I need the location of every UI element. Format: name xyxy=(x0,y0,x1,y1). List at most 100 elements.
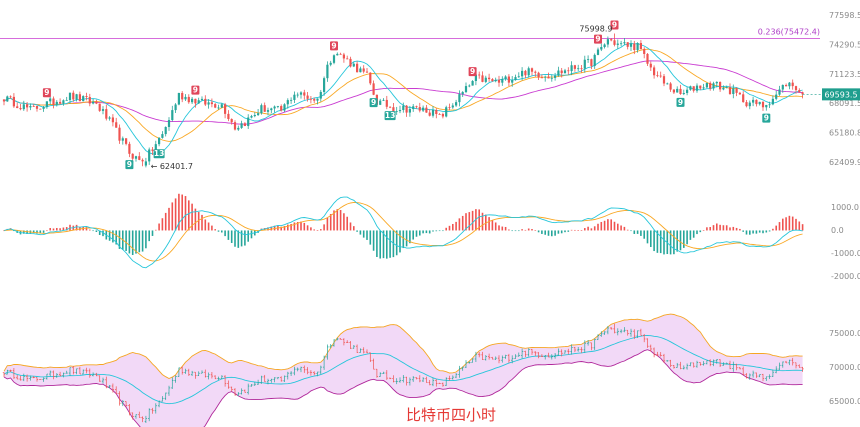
candle-body xyxy=(88,96,91,104)
candle-body xyxy=(719,81,722,90)
macd-histogram-bar xyxy=(247,230,249,242)
macd-histogram-bar xyxy=(128,230,131,254)
candle-body xyxy=(237,127,240,130)
macd-histogram-bar xyxy=(102,230,104,237)
macd-histogram-bar xyxy=(494,222,497,231)
macd-histogram-bar xyxy=(46,230,48,232)
candle-body xyxy=(293,94,296,100)
td-marker-badge xyxy=(330,41,338,51)
candle-body xyxy=(455,102,458,106)
candle-body xyxy=(72,92,75,100)
macd-histogram-bar xyxy=(158,223,160,231)
candle-body xyxy=(362,68,365,72)
candle-body xyxy=(702,87,705,89)
macd-histogram-bar xyxy=(471,210,474,231)
candle-body xyxy=(332,55,336,63)
candle-body xyxy=(610,39,613,41)
macd-histogram-bar xyxy=(547,230,550,236)
macd-histogram-bar xyxy=(521,229,523,231)
macd-histogram-bar xyxy=(250,230,253,239)
macd-histogram-bar xyxy=(511,230,513,232)
candle-body xyxy=(210,102,213,105)
macd-histogram-bar xyxy=(382,230,385,259)
macd-histogram-bar xyxy=(689,230,692,240)
macd-histogram-bar xyxy=(620,225,622,231)
candle-body xyxy=(593,54,596,66)
price-axis-tick-label: 68091.5 xyxy=(829,99,860,108)
bollinger-panel: 75000.0 70000.0 65000.0 xyxy=(2,313,860,427)
candle-body xyxy=(415,106,418,108)
candle-body xyxy=(154,144,157,151)
candle-body xyxy=(42,107,45,109)
macd-histogram-bar xyxy=(702,230,705,231)
ma-slow-line xyxy=(3,60,803,125)
candle-body xyxy=(431,109,435,116)
macd-histogram-bar xyxy=(752,230,754,234)
bollinger-mid-line xyxy=(3,335,803,405)
candle-body xyxy=(761,101,765,108)
macd-histogram-bar xyxy=(201,214,203,231)
candle-body xyxy=(484,77,487,82)
price-axis-tick-label: 74290.5 xyxy=(829,40,860,49)
candle-body xyxy=(765,104,768,108)
candle-body xyxy=(342,54,345,59)
macd-histogram-bar xyxy=(725,225,728,231)
macd-histogram-bar xyxy=(346,216,348,231)
macd-histogram-bar xyxy=(534,229,537,231)
candle-body xyxy=(346,58,349,60)
last-price-tag xyxy=(822,88,860,101)
candle-body xyxy=(567,70,570,72)
candle-body xyxy=(253,114,256,117)
candle-body xyxy=(659,75,662,77)
macd-histogram-bar xyxy=(659,230,662,254)
macd-histogram-bar xyxy=(458,218,461,231)
candle-body xyxy=(187,96,190,103)
candle-body xyxy=(26,104,29,108)
macd-histogram-bar xyxy=(402,230,405,249)
macd-histogram-bar xyxy=(531,229,533,231)
candle-body xyxy=(662,76,666,84)
candle-body xyxy=(507,76,510,83)
macd-histogram-bar xyxy=(372,230,375,251)
macd-histogram-bar xyxy=(537,230,540,233)
candle-body xyxy=(144,161,147,166)
macd-histogram-bar xyxy=(673,230,675,255)
candle-body xyxy=(438,114,441,115)
macd-histogram-bar xyxy=(590,228,593,231)
candle-body xyxy=(656,75,659,77)
macd-histogram-bar xyxy=(412,230,414,240)
candle-body xyxy=(758,101,761,105)
td-marker-label: 9 xyxy=(764,114,769,123)
candle-body xyxy=(501,79,504,83)
bollinger-lower-line xyxy=(3,349,803,427)
candle-body xyxy=(755,99,758,105)
candle-body xyxy=(547,76,550,79)
macd-histogram-bar xyxy=(716,223,718,231)
period-low-label: ← 62401.7 xyxy=(151,162,193,171)
candle-body xyxy=(181,92,184,100)
macd-histogram-bar xyxy=(455,221,457,231)
bollinger-upper-line xyxy=(3,313,803,379)
candle-body xyxy=(679,88,682,95)
macd-histogram-bar xyxy=(610,219,612,231)
candle-body xyxy=(725,87,728,88)
candle-body xyxy=(504,76,507,80)
td-marker-label: 13 xyxy=(385,111,395,120)
macd-histogram-bar xyxy=(36,230,38,234)
macd-histogram-bar xyxy=(379,230,381,259)
candle-body xyxy=(616,43,619,45)
candle-body xyxy=(491,79,494,82)
candle-body xyxy=(530,68,534,72)
macd-axis-tick-label: -1000.0 xyxy=(831,249,860,258)
macd-histogram-bar xyxy=(785,217,787,231)
macd-histogram-bar xyxy=(178,193,180,231)
macd-histogram-bar xyxy=(386,230,388,259)
macd-histogram-bar xyxy=(75,224,78,231)
macd-histogram-bar xyxy=(735,227,738,231)
macd-histogram-bar xyxy=(524,229,527,231)
macd-histogram-bar xyxy=(39,230,42,234)
candle-body xyxy=(669,83,672,90)
macd-histogram-bar xyxy=(485,214,487,231)
macd-histogram-bar xyxy=(788,215,791,231)
